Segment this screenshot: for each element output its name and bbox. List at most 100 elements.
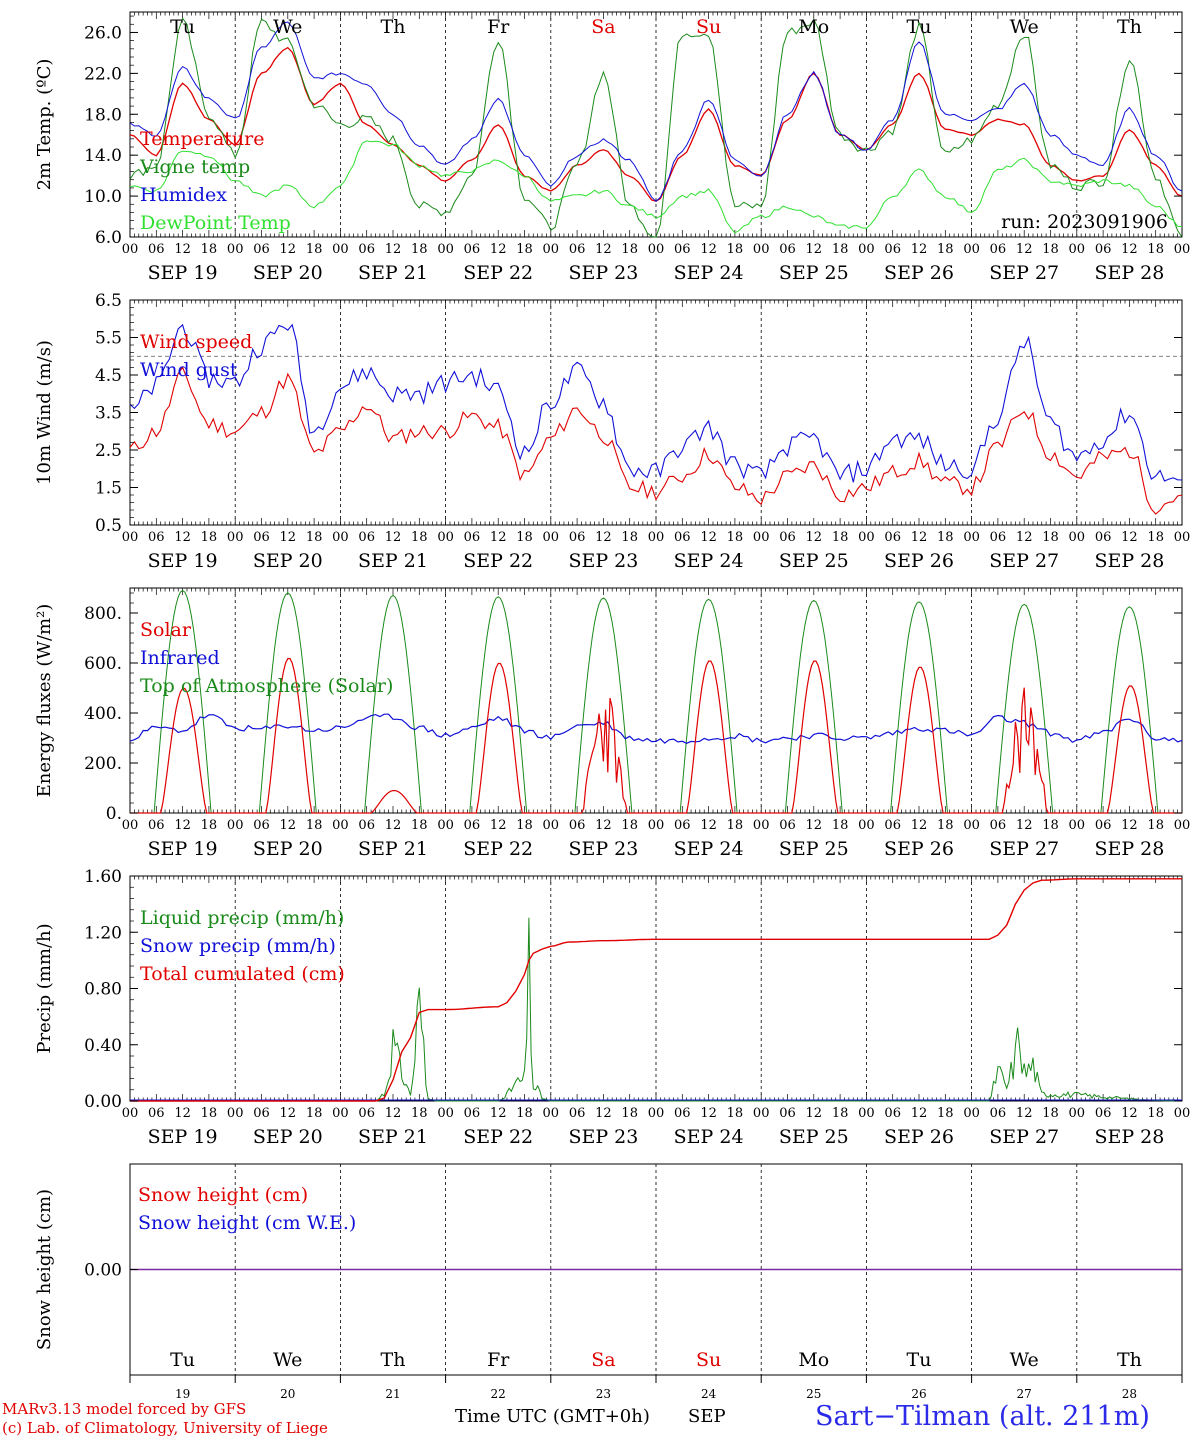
hour-label: 06 [1095, 1106, 1112, 1121]
y-tick-label: 22.0 [84, 64, 122, 84]
y-tick-label: 4.5 [95, 366, 122, 386]
y-axis-label: Snow height (cm) [34, 1189, 55, 1350]
date-label: SEP 22 [463, 550, 533, 572]
date-label: SEP 19 [148, 838, 218, 860]
hour-label: 12 [385, 1106, 402, 1121]
hour-label: 00 [122, 242, 139, 257]
date-label: SEP 22 [463, 838, 533, 860]
station-name: Sart−Tilman (alt. 211m) [815, 1401, 1150, 1432]
hour-label: 12 [1121, 818, 1138, 833]
day-number: 20 [280, 1387, 295, 1401]
hour-label: 12 [490, 242, 507, 257]
hour-label: 00 [1174, 1106, 1191, 1121]
hour-label: 18 [306, 242, 323, 257]
hour-label: 12 [1121, 242, 1138, 257]
y-tick-label: 600. [84, 654, 122, 674]
lab-credit: (c) Lab. of Climatology, University of L… [2, 1419, 328, 1437]
hour-label: 18 [516, 242, 533, 257]
date-label: SEP 27 [989, 838, 1059, 860]
date-label: SEP 27 [989, 262, 1059, 284]
series-line-total-cumulated [130, 878, 1182, 1102]
hour-label: 00 [543, 530, 560, 545]
hour-label: 06 [464, 818, 481, 833]
y-tick-label: 0. [106, 804, 122, 824]
legend-entry: Top of Atmosphere (Solar) [140, 675, 393, 697]
hour-label: 00 [963, 1106, 980, 1121]
hour-label: 06 [990, 818, 1007, 833]
hour-label: 18 [727, 530, 744, 545]
y-tick-label: 0.5 [95, 516, 122, 536]
hour-label: 00 [227, 530, 244, 545]
hour-label: 18 [516, 1106, 533, 1121]
date-label: SEP 20 [253, 550, 323, 572]
hour-label: 00 [543, 242, 560, 257]
date-label: SEP 21 [358, 1126, 428, 1148]
hour-label: 00 [1069, 530, 1086, 545]
legend-entry: Humidex [140, 184, 227, 206]
hour-label: 12 [595, 530, 612, 545]
hour-label: 06 [674, 242, 691, 257]
hour-label: 18 [832, 818, 849, 833]
date-label: SEP 25 [779, 1126, 849, 1148]
hour-label: 00 [1174, 530, 1191, 545]
series-line-humidex [129, 21, 1183, 202]
day-number: 23 [596, 1387, 611, 1401]
hour-label: 12 [806, 530, 823, 545]
hour-label: 00 [332, 818, 349, 833]
hour-label: 18 [832, 530, 849, 545]
hour-label: 18 [411, 530, 428, 545]
day-number: 28 [1122, 1387, 1137, 1401]
hour-label: 00 [963, 530, 980, 545]
hour-label: 06 [253, 1106, 270, 1121]
legend-entry: Total cumulated (cm) [140, 963, 345, 985]
hour-label: 00 [648, 1106, 665, 1121]
hour-label: 06 [358, 1106, 375, 1121]
date-label: SEP 23 [568, 838, 638, 860]
hour-label: 18 [411, 1106, 428, 1121]
hour-label: 12 [700, 242, 717, 257]
hour-label: 12 [911, 242, 928, 257]
hour-label: 18 [937, 1106, 954, 1121]
hour-label: 06 [674, 818, 691, 833]
day-name: We [273, 1349, 302, 1371]
date-label: SEP 26 [884, 838, 954, 860]
hour-label: 00 [227, 242, 244, 257]
series-line-wind-speed [129, 366, 1183, 515]
date-label: SEP 21 [358, 838, 428, 860]
day-number: 27 [1017, 1387, 1032, 1401]
day-name: Mo [798, 1349, 829, 1371]
hour-label: 06 [990, 530, 1007, 545]
date-label: SEP 25 [779, 550, 849, 572]
date-label: SEP 24 [674, 1126, 744, 1148]
date-label: SEP 28 [1094, 1126, 1164, 1148]
hour-label: 00 [753, 530, 770, 545]
hour-label: 06 [1095, 242, 1112, 257]
date-label: SEP 24 [674, 550, 744, 572]
date-label: SEP 27 [989, 550, 1059, 572]
hour-label: 18 [1042, 530, 1059, 545]
hour-label: 00 [858, 242, 875, 257]
day-name: Tu [907, 16, 932, 38]
hour-label: 12 [280, 530, 297, 545]
hour-label: 06 [884, 530, 901, 545]
date-label: SEP 23 [568, 1126, 638, 1148]
hour-label: 12 [595, 818, 612, 833]
hour-label: 06 [464, 1106, 481, 1121]
hour-label: 18 [306, 818, 323, 833]
legend-entry: Temperature [140, 128, 264, 150]
date-label: SEP 23 [568, 262, 638, 284]
hour-label: 00 [332, 530, 349, 545]
date-label: SEP 20 [253, 1126, 323, 1148]
series-line-vigne-temp [129, 17, 1183, 238]
hour-label: 12 [806, 818, 823, 833]
day-number: 24 [701, 1387, 717, 1401]
hour-label: 12 [174, 530, 191, 545]
hour-label: 12 [1121, 1106, 1138, 1121]
y-tick-label: 6.5 [95, 291, 122, 311]
day-name: Mo [798, 16, 829, 38]
series-line-temperature [129, 46, 1183, 202]
hour-label: 18 [1147, 242, 1164, 257]
series-line-solar [130, 658, 1182, 814]
hour-label: 06 [779, 530, 796, 545]
hour-label: 12 [1016, 530, 1033, 545]
